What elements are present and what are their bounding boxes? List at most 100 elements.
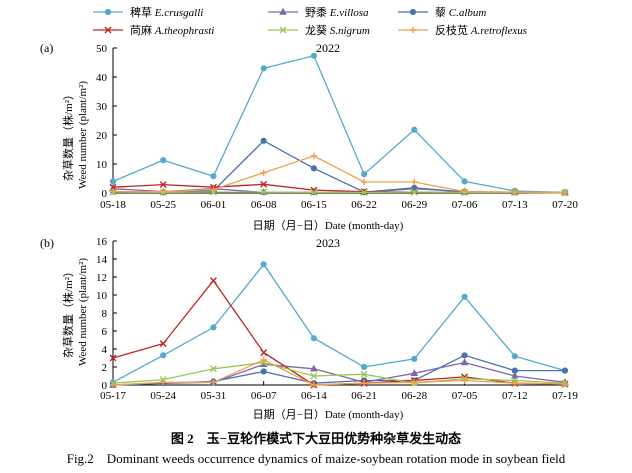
panel-b-point-a-theophrasti (109, 354, 117, 362)
panel-b-axes (112, 241, 565, 386)
panel-b-title: 2023 (316, 236, 340, 250)
panel-b-point-e-crusgalli (511, 353, 518, 360)
panel-a-point-s-nigrum (310, 188, 318, 196)
panel-b-point-a-theophrasti (159, 340, 167, 348)
panel-b-point-e-crusgalli (361, 363, 368, 371)
panel-a-ytick-label: 30 (96, 101, 108, 113)
panel-a-point-a-retroflexus (461, 188, 468, 195)
panel-b-point-a-retroflexus (160, 379, 167, 386)
panel-a-point-a-retroflexus (210, 186, 217, 193)
legend: 稗草 E.crusgalli 野黍 E.villosa 藜 C.album 苘麻 A.… (93, 5, 527, 37)
panel-b-ytick-label: 16 (96, 236, 108, 248)
panel-b-series-line-a-retroflexus (112, 359, 566, 386)
panel-a-point-a-retroflexus (360, 178, 368, 186)
panel-a-point-a-retroflexus (109, 188, 117, 195)
panel-a-xtick-label: 05-18 (100, 199, 126, 211)
panel-b-point-s-nigrum (209, 365, 217, 373)
panel-a-ytick-label: 40 (96, 72, 108, 84)
panel-a-ytick-label: 20 (96, 130, 108, 142)
panel-b-point-a-retroflexus (360, 380, 368, 387)
panel-b-point-a-retroflexus (109, 381, 117, 389)
panel-a-point-a-theophrasti (159, 181, 167, 189)
panel-b-chart: (b) 2023 日期（月−日）Date (month-day) 杂草数量（株/… (40, 236, 578, 421)
panel-b-point-a-retroflexus (210, 379, 217, 386)
panel-a-tag: (a) (40, 41, 53, 55)
panel-b-point-e-crusgalli (160, 352, 167, 359)
panel-a-xtick-label: 06-15 (301, 199, 327, 211)
panel-a-chart: (a) 2022 日期（月−日）Date (month-day) 杂草数量（株/… (40, 41, 578, 232)
panel-b-xtick-label: 07-05 (452, 390, 478, 402)
panel-a-xtick-label: 06-08 (251, 199, 277, 211)
panel-b-series-line-a-theophrasti (112, 279, 566, 386)
legend-label-e-villosa: 野黍 E.villosa (305, 6, 369, 19)
legend-marker-a-retroflexus (409, 26, 417, 34)
panel-b-point-e-villosa (410, 369, 419, 376)
panel-b-ytick-label: 10 (96, 290, 108, 302)
panel-b-xtick-label: 06-21 (351, 390, 377, 402)
panel-a-ylabel-en: Weed number (plant/m²) (77, 81, 89, 189)
panel-b-point-e-crusgalli (310, 335, 317, 342)
panel-b-xtick-label: 05-24 (150, 390, 176, 402)
legend-marker-e-villosa (279, 7, 287, 15)
panel-a-xtick-label: 05-25 (150, 199, 176, 211)
panel-a-point-a-retroflexus (411, 178, 418, 186)
panel-a-ytick-label: 0 (102, 188, 108, 200)
panel-b-point-a-theophrasti (260, 349, 268, 357)
panel-b-xtick-label: 07-12 (502, 390, 528, 402)
panel-b-point-e-villosa (460, 358, 469, 366)
panel-a-xtick-label: 07-13 (502, 199, 528, 211)
panel-a-xtick-label: 06-22 (351, 199, 377, 211)
panel-b-point-c-album (511, 367, 518, 374)
panel-b-ytick-label: 8 (102, 308, 108, 320)
panel-b-xtick-label: 06-07 (251, 390, 277, 402)
panel-a-series-line-a-retroflexus (113, 155, 566, 194)
caption-en: Fig.2 Dominant weeds occurrence dynamics… (67, 451, 566, 466)
legend-label-a-retroflexus: 反枝苋 A.retroflexus (435, 23, 527, 37)
panel-b-point-a-retroflexus (511, 380, 518, 387)
legend-label-a-theophrasti: 苘麻 A.theophrasti (130, 23, 214, 37)
panel-a-point-c-album (260, 137, 267, 144)
legend-label-e-crusgalli: 稗草 E.crusgalli (130, 5, 203, 19)
panel-a-axes (112, 48, 565, 194)
caption-zh: 图 2 玉−豆轮作模式下大豆田优势种杂草发生动态 (171, 431, 461, 446)
panel-a-ytick-label: 10 (96, 159, 108, 171)
panel-a-xtick-label: 07-20 (552, 199, 578, 211)
panel-a-xtick-label: 06-29 (401, 199, 427, 211)
panel-a-point-a-retroflexus (260, 169, 267, 176)
panel-a-point-a-theophrasti (260, 180, 268, 188)
legend-marker-c-album (409, 8, 417, 16)
panel-a-point-c-album (310, 165, 317, 172)
panel-a-point-e-crusgalli (210, 173, 217, 180)
panel-a-point-e-crusgalli (411, 126, 418, 133)
panel-b-point-a-retroflexus (260, 356, 267, 363)
panel-b-ytick-label: 0 (102, 380, 108, 392)
panel-a-title: 2022 (316, 41, 340, 55)
panel-a-ylabel-zh: 杂草数量（株/m²） (61, 89, 75, 181)
panel-b-xtick-label: 05-31 (201, 390, 227, 402)
panel-a-point-a-retroflexus (511, 188, 518, 196)
panel-b-point-e-villosa (310, 364, 318, 372)
panel-b-ytick-label: 12 (96, 272, 107, 284)
panel-b-ytick-label: 4 (102, 344, 108, 356)
panel-a-point-s-nigrum (410, 188, 418, 196)
panel-b-point-c-album (561, 367, 569, 374)
panel-a-ytick-label: 50 (96, 43, 108, 55)
panel-a-point-a-retroflexus (561, 189, 569, 196)
panel-b-xtick-label: 05-17 (100, 390, 126, 402)
panel-a-point-e-crusgalli (461, 178, 468, 185)
panel-b-xtick-label: 06-14 (301, 390, 327, 402)
legend-marker-s-nigrum (279, 26, 287, 34)
panel-b-point-e-villosa (510, 371, 519, 379)
panel-a-point-s-nigrum (260, 188, 268, 196)
panel-a-point-a-retroflexus (160, 188, 167, 195)
panel-a-point-e-crusgalli (109, 178, 117, 185)
legend-marker-a-theophrasti (104, 26, 112, 34)
panel-b-point-a-retroflexus (310, 381, 318, 389)
legend-marker-e-crusgalli (104, 8, 112, 16)
panel-a-xlabel: 日期（月−日）Date (month-day) (253, 219, 404, 232)
panel-b-point-e-crusgalli (411, 355, 418, 362)
panel-a-point-e-crusgalli (160, 157, 167, 164)
panel-b-xtick-label: 06-28 (401, 390, 427, 402)
panel-a-point-s-nigrum (360, 188, 368, 196)
panel-a-xtick-label: 07-06 (452, 199, 478, 211)
